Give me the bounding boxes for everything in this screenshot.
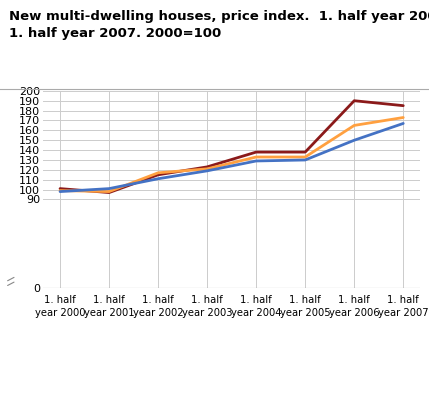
Text: New multi-dwelling houses, price index.  1. half year 2000-
1. half year 2007. 2: New multi-dwelling houses, price index. …: [9, 10, 429, 40]
